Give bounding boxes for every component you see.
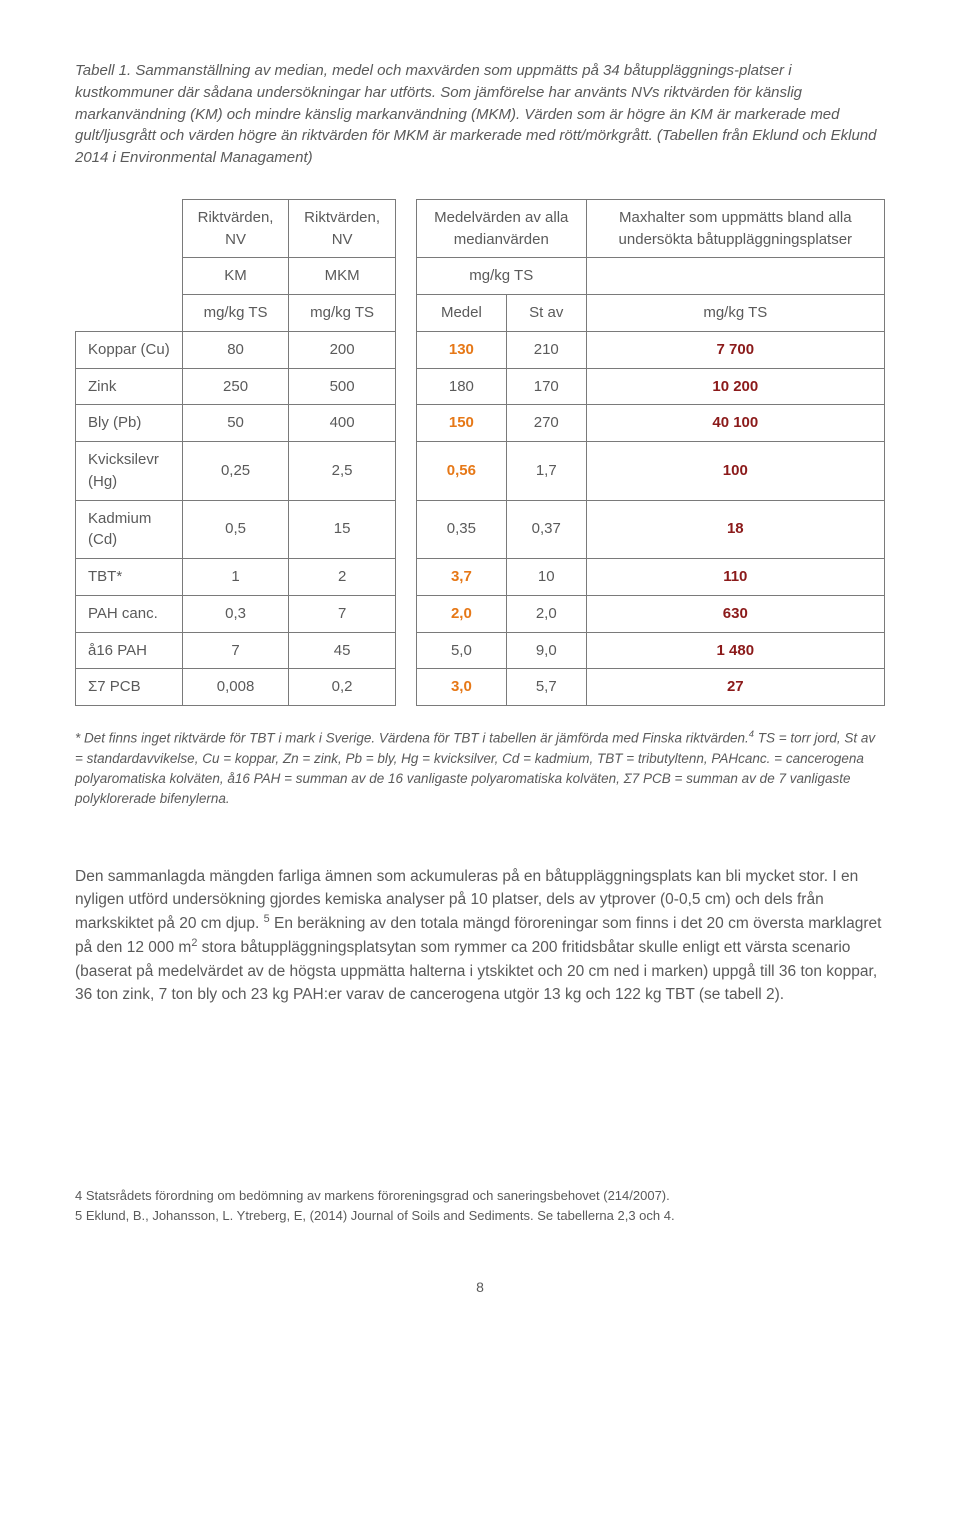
cell-medel: 3,7 <box>416 559 506 596</box>
cell-stav: 9,0 <box>506 632 586 669</box>
cell-mkm: 45 <box>289 632 396 669</box>
cell-mkm: 15 <box>289 500 396 559</box>
row-label: TBT* <box>76 559 183 596</box>
col-unit-1: mg/kg TS <box>182 295 289 332</box>
row-label: Σ7 PCB <box>76 669 183 706</box>
cell-km: 0,5 <box>182 500 289 559</box>
cell-km: 1 <box>182 559 289 596</box>
cell-max: 7 700 <box>586 331 884 368</box>
row-label: Kadmium (Cd) <box>76 500 183 559</box>
table-header-row-2: KM MKM mg/kg TS <box>76 258 885 295</box>
cell-mkm: 400 <box>289 405 396 442</box>
col-sub-km: KM <box>182 258 289 295</box>
cell-mkm: 2,5 <box>289 442 396 501</box>
cell-max: 10 200 <box>586 368 884 405</box>
cell-stav: 5,7 <box>506 669 586 706</box>
table-row: Bly (Pb)50400 15027040 100 <box>76 405 885 442</box>
references: 4 Statsrådets förordning om bedömning av… <box>75 1186 885 1226</box>
cell-max: 40 100 <box>586 405 884 442</box>
cell-stav: 10 <box>506 559 586 596</box>
col-sub-mkm: MKM <box>289 258 396 295</box>
col-unit-stav: St av <box>506 295 586 332</box>
cell-medel: 2,0 <box>416 595 506 632</box>
col-unit-medel: Medel <box>416 295 506 332</box>
cell-medel: 150 <box>416 405 506 442</box>
cell-medel: 5,0 <box>416 632 506 669</box>
cell-max: 1 480 <box>586 632 884 669</box>
cell-km: 0,25 <box>182 442 289 501</box>
cell-max: 27 <box>586 669 884 706</box>
cell-mkm: 7 <box>289 595 396 632</box>
table-header-row-1: Riktvärden, NV Riktvärden, NV Medelvärde… <box>76 199 885 258</box>
col-unit-2: mg/kg TS <box>289 295 396 332</box>
cell-km: 80 <box>182 331 289 368</box>
table-footnote: * Det finns inget riktvärde för TBT i ma… <box>75 728 885 810</box>
table-row: å16 PAH745 5,09,01 480 <box>76 632 885 669</box>
row-label: Bly (Pb) <box>76 405 183 442</box>
cell-km: 50 <box>182 405 289 442</box>
col-header-km: Riktvärden, NV <box>182 199 289 258</box>
row-label: Koppar (Cu) <box>76 331 183 368</box>
table-row: TBT*12 3,710110 <box>76 559 885 596</box>
table-header-row-3: mg/kg TS mg/kg TS Medel St av mg/kg TS <box>76 295 885 332</box>
cell-stav: 270 <box>506 405 586 442</box>
cell-max: 100 <box>586 442 884 501</box>
cell-km: 7 <box>182 632 289 669</box>
cell-medel: 180 <box>416 368 506 405</box>
row-label: Zink <box>76 368 183 405</box>
cell-stav: 0,37 <box>506 500 586 559</box>
row-label: PAH canc. <box>76 595 183 632</box>
reference-4: 4 Statsrådets förordning om bedömning av… <box>75 1186 885 1206</box>
cell-stav: 170 <box>506 368 586 405</box>
col-sub-unit: mg/kg TS <box>416 258 586 295</box>
cell-km: 0,3 <box>182 595 289 632</box>
cell-mkm: 200 <box>289 331 396 368</box>
col-unit-max: mg/kg TS <box>586 295 884 332</box>
cell-mkm: 2 <box>289 559 396 596</box>
cell-stav: 1,7 <box>506 442 586 501</box>
cell-stav: 210 <box>506 331 586 368</box>
table-row: Zink250500 18017010 200 <box>76 368 885 405</box>
table-row: Kadmium (Cd)0,515 0,350,3718 <box>76 500 885 559</box>
table-caption: Tabell 1. Sammanställning av median, med… <box>75 60 885 169</box>
cell-max: 18 <box>586 500 884 559</box>
cell-km: 250 <box>182 368 289 405</box>
table-row: PAH canc.0,372,02,0630 <box>76 595 885 632</box>
reference-5: 5 Eklund, B., Johansson, L. Ytreberg, E,… <box>75 1206 885 1226</box>
table-row: Koppar (Cu)80200 1302107 700 <box>76 331 885 368</box>
body-paragraph: Den sammanlagda mängden farliga ämnen so… <box>75 865 885 1007</box>
cell-mkm: 0,2 <box>289 669 396 706</box>
data-table: Riktvärden, NV Riktvärden, NV Medelvärde… <box>75 199 885 706</box>
cell-max: 630 <box>586 595 884 632</box>
cell-mkm: 500 <box>289 368 396 405</box>
col-header-mkm: Riktvärden, NV <box>289 199 396 258</box>
cell-medel: 0,35 <box>416 500 506 559</box>
col-header-max: Maxhalter som uppmätts bland alla unders… <box>586 199 884 258</box>
table-row: Kvicksilevr (Hg)0,252,5 0,561,7100 <box>76 442 885 501</box>
page-number: 8 <box>75 1277 885 1297</box>
cell-medel: 130 <box>416 331 506 368</box>
cell-km: 0,008 <box>182 669 289 706</box>
cell-max: 110 <box>586 559 884 596</box>
cell-medel: 0,56 <box>416 442 506 501</box>
col-header-median: Medelvärden av alla medianvärden <box>416 199 586 258</box>
table-row: Σ7 PCB0,0080,2 3,05,727 <box>76 669 885 706</box>
cell-stav: 2,0 <box>506 595 586 632</box>
cell-medel: 3,0 <box>416 669 506 706</box>
row-label: Kvicksilevr (Hg) <box>76 442 183 501</box>
row-label: å16 PAH <box>76 632 183 669</box>
